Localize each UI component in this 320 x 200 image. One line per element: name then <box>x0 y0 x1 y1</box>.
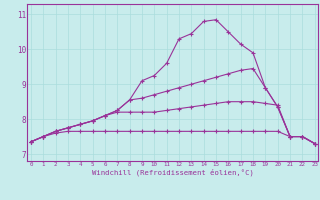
X-axis label: Windchill (Refroidissement éolien,°C): Windchill (Refroidissement éolien,°C) <box>92 168 254 176</box>
